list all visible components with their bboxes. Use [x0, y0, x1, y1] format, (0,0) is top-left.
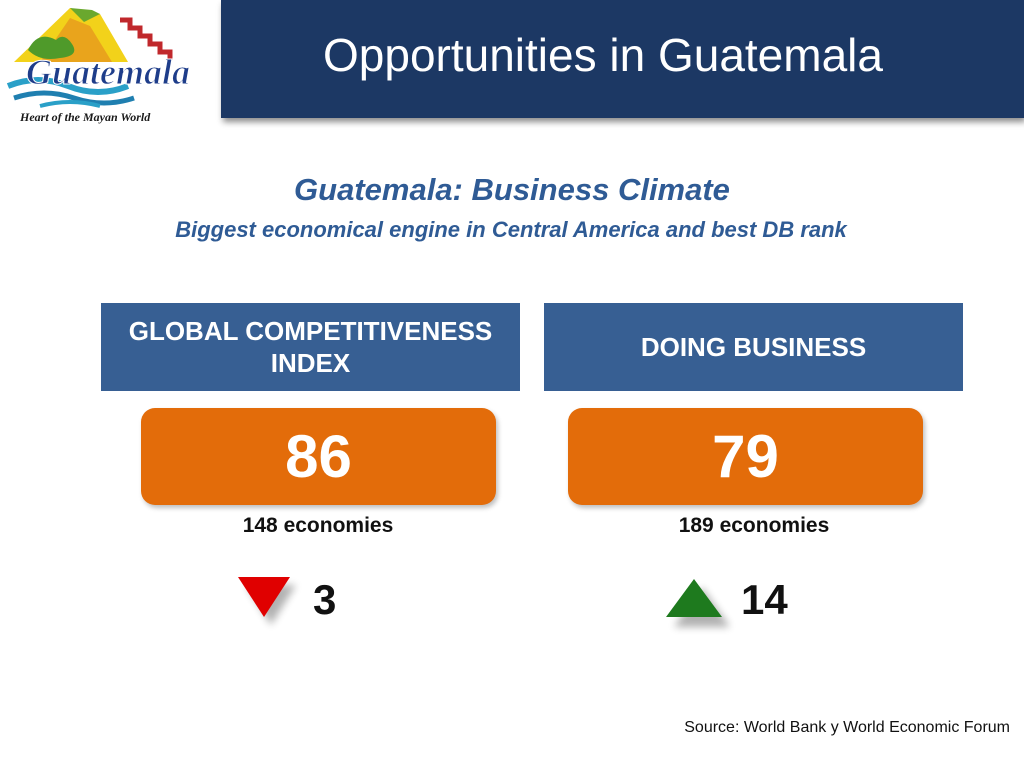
logo-graphic: Guatemala — [0, 0, 218, 128]
doing-business-rank-box: 79 — [568, 408, 923, 505]
logo-tagline: Heart of the Mayan World — [20, 110, 151, 124]
gci-header-line-2: INDEX — [270, 348, 351, 378]
gci-change-value: 3 — [313, 576, 337, 623]
gci-economies-count: 148 economies — [242, 514, 394, 537]
doing-business-header-line-1: DOING BUSINESS — [640, 332, 867, 362]
doing-business-change-value: 14 — [741, 576, 788, 623]
logo-wordmark: Guatemala — [26, 52, 190, 92]
source-note: Source: World Bank y World Economic Foru… — [684, 719, 1010, 736]
gci-rank-value: 86 — [285, 423, 352, 490]
doing-business-header: DOING BUSINESS — [544, 303, 963, 391]
red-down-triangle-icon — [238, 577, 296, 625]
gci-header: GLOBAL COMPETITIVENESS INDEX — [101, 303, 520, 391]
section-subheading: Biggest economical engine in Central Ame… — [175, 217, 847, 242]
section-heading: Guatemala: Business Climate — [294, 172, 730, 207]
guatemala-logo: Guatemala Heart of the Mayan World — [0, 0, 218, 128]
title-bar: Opportunities in Guatemala — [221, 0, 1024, 118]
page-title: Opportunities in Guatemala — [323, 29, 883, 81]
gci-rank-box: 86 — [141, 408, 496, 505]
doing-business-economies-count: 189 economies — [678, 514, 830, 537]
gci-header-line-1: GLOBAL COMPETITIVENESS — [128, 316, 493, 346]
doing-business-rank-value: 79 — [712, 423, 779, 490]
green-up-triangle-icon — [666, 579, 730, 627]
